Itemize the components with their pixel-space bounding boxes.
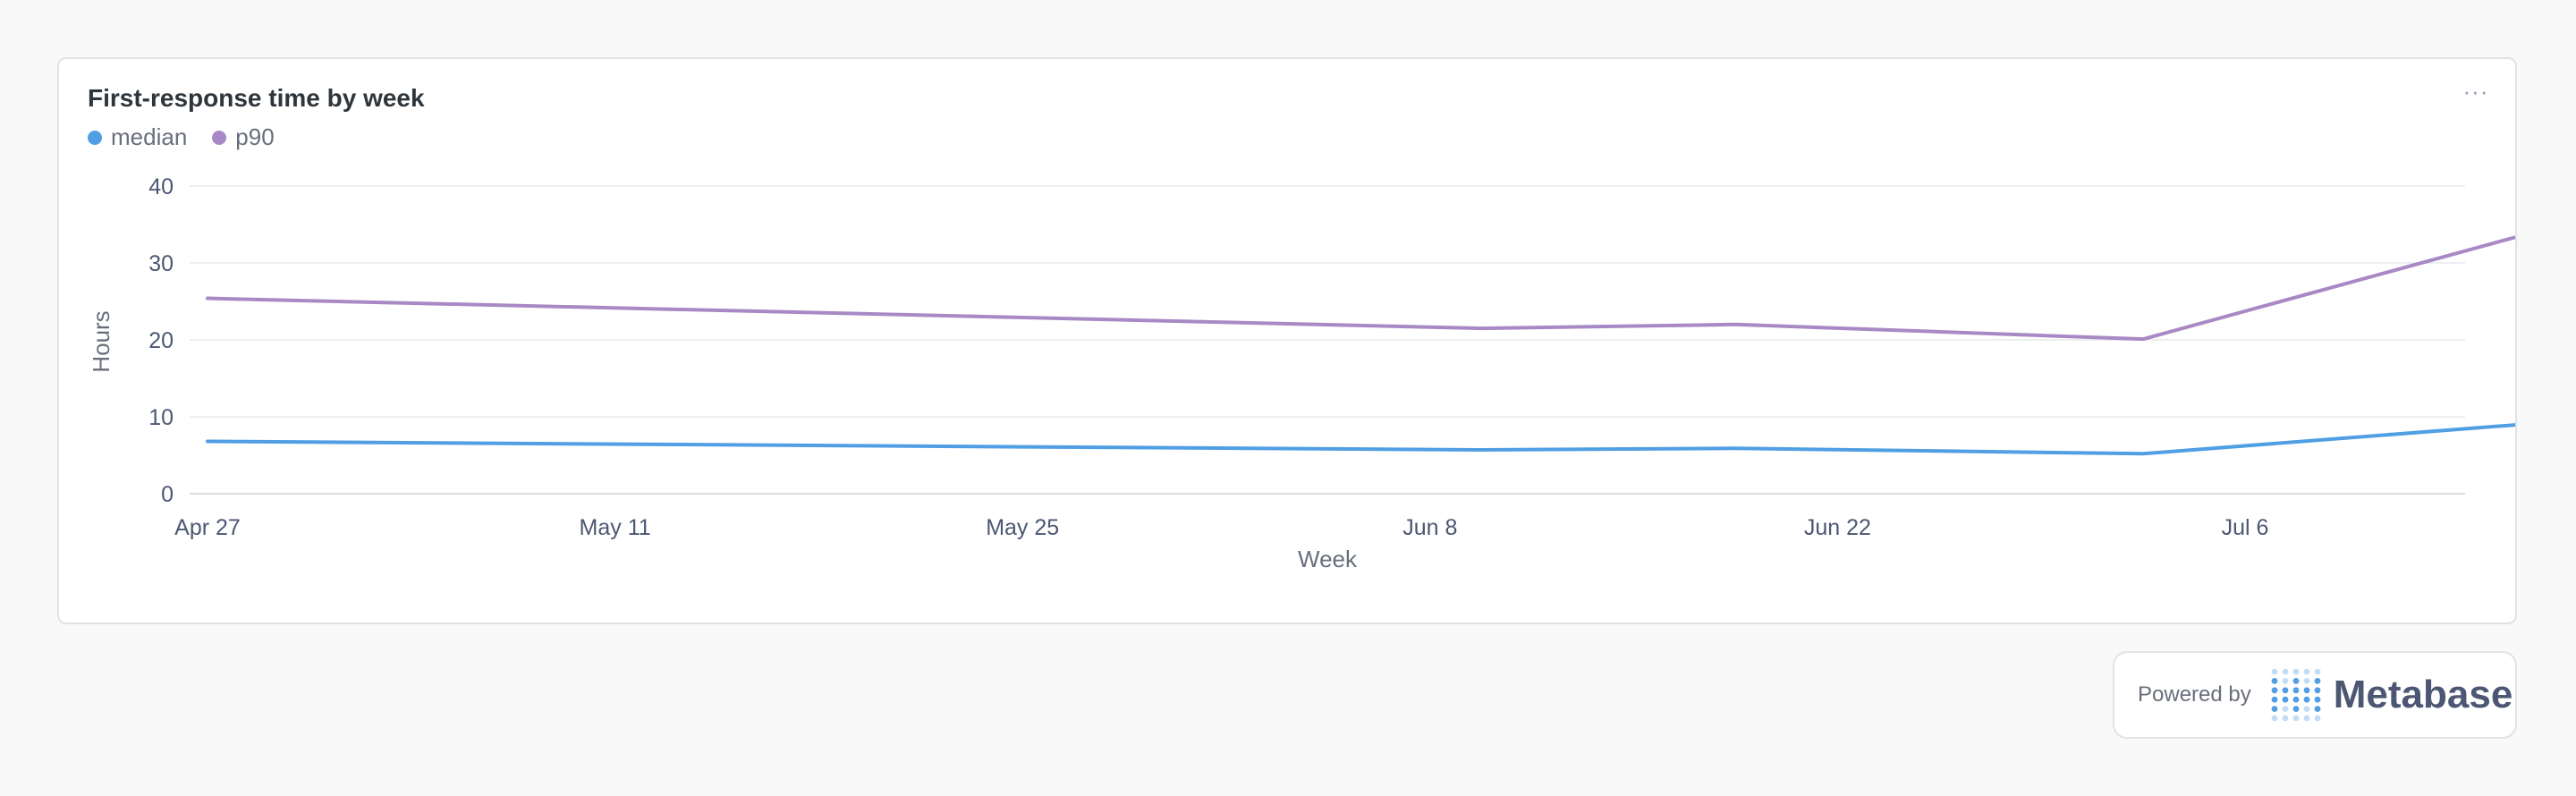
x-tick-label: Jun 22 <box>1804 515 1871 540</box>
logo-dot <box>2292 687 2300 694</box>
logo-dot <box>2303 696 2310 703</box>
y-axis-title: Hours <box>88 310 114 372</box>
x-tick-label: Jun 8 <box>1402 515 1457 540</box>
powered-by-badge[interactable]: Powered by Metabase <box>2113 651 2517 739</box>
logo-dot <box>2271 687 2278 694</box>
legend-dot-p90 <box>212 130 227 145</box>
logo-dot <box>2303 678 2310 684</box>
y-axis-ticks: 0 10 20 30 40 <box>148 174 174 507</box>
logo-dot <box>2303 668 2310 675</box>
logo-dot <box>2271 706 2278 712</box>
logo-dot <box>2282 678 2289 684</box>
logo-dot <box>2271 715 2278 722</box>
legend-item-median[interactable]: median <box>88 123 187 151</box>
logo-dot <box>2282 715 2289 722</box>
chart-card: First-response time by week ··· median p… <box>57 57 2517 624</box>
logo-dot <box>2271 696 2278 703</box>
logo-dot <box>2314 668 2321 675</box>
powered-by-label: Powered by <box>2138 682 2251 707</box>
y-tick-label: 10 <box>148 405 174 430</box>
logo-dot <box>2314 678 2321 684</box>
x-tick-label: May 11 <box>580 515 651 540</box>
metabase-logo-icon <box>2271 668 2321 722</box>
series-line-p90[interactable] <box>206 227 2515 379</box>
logo-dot <box>2282 668 2289 675</box>
logo-dot <box>2303 687 2310 694</box>
logo-dot <box>2282 696 2289 703</box>
logo-dot <box>2292 668 2300 675</box>
logo-dot <box>2282 687 2289 694</box>
series-line-median[interactable] <box>206 422 2515 466</box>
grid-lines <box>190 185 2465 495</box>
brand-name: Metabase <box>2333 673 2513 716</box>
logo-dot <box>2314 706 2321 712</box>
x-tick-label: Jul 6 <box>2222 515 2269 540</box>
logo-dot <box>2314 715 2321 722</box>
logo-dot <box>2303 715 2310 722</box>
y-tick-label: 40 <box>148 174 174 199</box>
legend-label-median: median <box>111 123 188 150</box>
logo-dot <box>2282 706 2289 712</box>
logo-dot <box>2314 696 2321 703</box>
logo-dot <box>2303 706 2310 712</box>
x-tick-label: Apr 27 <box>174 515 241 540</box>
logo-dot <box>2292 696 2300 703</box>
legend-dot-median <box>88 130 102 145</box>
logo-dot <box>2292 715 2300 722</box>
ellipsis-icon[interactable]: ··· <box>2462 78 2489 105</box>
x-axis-title: Week <box>1298 546 1358 572</box>
logo-dot <box>2292 706 2300 712</box>
chart-legend: median p90 <box>88 123 275 151</box>
logo-dot <box>2271 678 2278 684</box>
x-tick-label: May 25 <box>986 515 1059 540</box>
legend-item-p90[interactable]: p90 <box>212 123 275 151</box>
series-lines <box>206 227 2515 466</box>
legend-label-p90: p90 <box>235 123 275 150</box>
logo-dot <box>2271 668 2278 675</box>
logo-dot <box>2292 678 2300 684</box>
logo-dot <box>2314 687 2321 694</box>
line-chart: 0 10 20 30 40 Apr 27 May 11 May 25 Jun 8 Jun 22 J… <box>88 174 2515 572</box>
y-tick-label: 20 <box>148 328 174 353</box>
y-tick-label: 0 <box>161 482 174 507</box>
card-title[interactable]: First-response time by week <box>88 84 425 112</box>
y-tick-label: 30 <box>148 251 174 276</box>
x-axis-ticks: Apr 27 May 11 May 25 Jun 8 Jun 22 Jul 6 <box>174 515 2268 540</box>
